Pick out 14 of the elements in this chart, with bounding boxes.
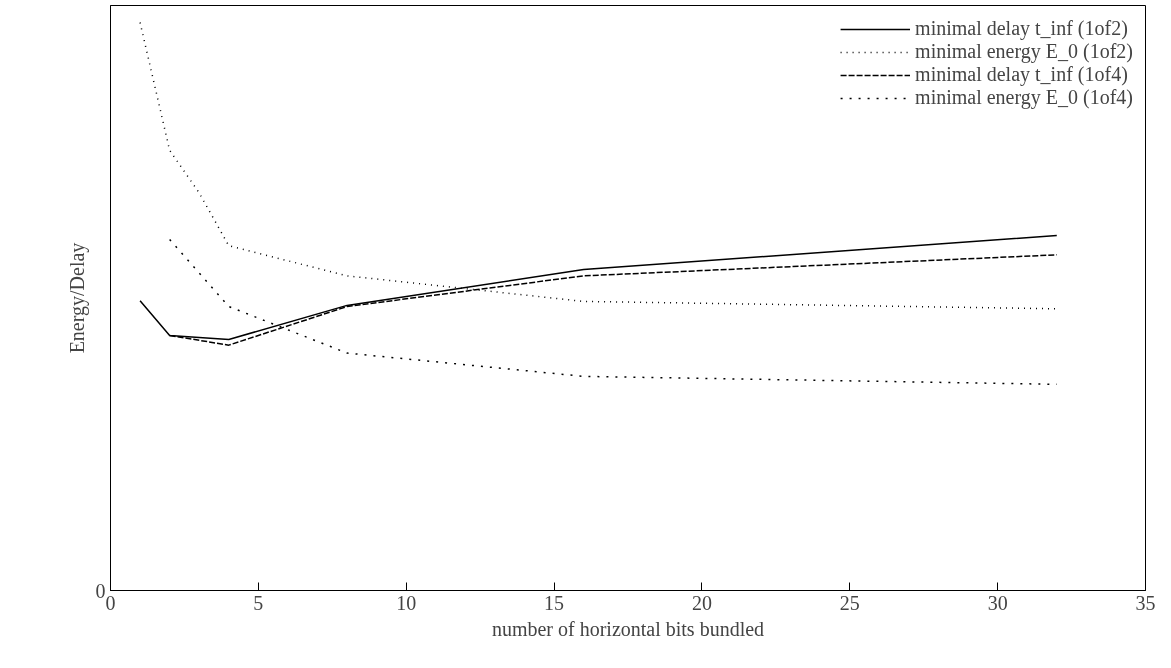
legend-label: minimal energy E_0 (1of4): [915, 86, 1133, 109]
x-tick-label: 25: [839, 591, 860, 614]
x-tick-label: 20: [691, 591, 712, 614]
y-axis-title: Energy/Delay: [65, 242, 89, 354]
x-tick-label: 10: [396, 591, 417, 614]
x-tick-label: 0: [105, 591, 116, 614]
legend-label: minimal energy E_0 (1of2): [915, 40, 1133, 63]
legend-label: minimal delay t_inf (1of2): [915, 17, 1128, 40]
x-tick-label: 30: [987, 591, 1008, 614]
x-tick-label: 35: [1135, 591, 1156, 614]
x-tick-label: 5: [253, 591, 264, 614]
legend-label: minimal delay t_inf (1of4): [915, 63, 1128, 86]
x-axis-title: number of horizontal bits bundled: [491, 617, 765, 640]
x-tick-label: 15: [544, 591, 565, 614]
